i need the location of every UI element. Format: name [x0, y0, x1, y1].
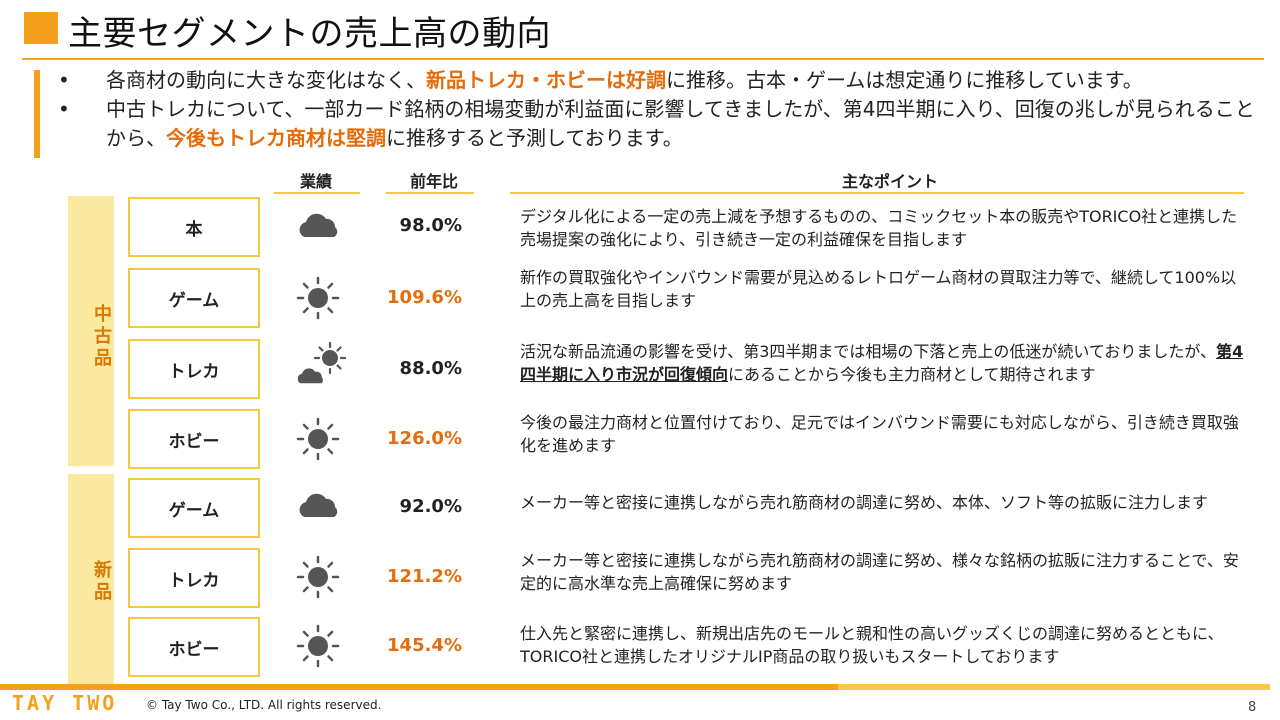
group-new-label: 新品 [91, 560, 112, 604]
bullet-text: 各商材の動向に大きな変化はなく、 [106, 68, 426, 92]
point-text-part: 活況な新品流通の影響を受け、第3四半期までは相場の下落と売上の低迷が続いておりま… [520, 342, 1217, 361]
yoy-value: 88.0% [399, 358, 462, 379]
bullet-item-2: • 中古トレカについて、一部カード銘柄の相場変動が利益面に影響してきましたが、第… [54, 95, 1264, 153]
point-text: デジタル化による一定の売上減を予想するものの、コミックセット本の販売やTORIC… [520, 207, 1238, 249]
company-logo: TAY TWO [12, 691, 118, 715]
header-performance-underline [274, 192, 360, 194]
yoy-value: 126.0% [387, 428, 462, 449]
category-book: 本 [128, 197, 260, 257]
group-new: 新品 [68, 474, 114, 684]
point-text: 仕入先と緊密に連携し、新規出店先のモールと親和性の高いグッズくじの調達に努めると… [520, 624, 1224, 666]
point-text: メーカー等と密接に連携しながら売れ筋商材の調達に努め、様々な銘柄の拡販に注力する… [520, 551, 1239, 593]
category-new-tcg: トレカ [128, 548, 260, 608]
cloud-icon [294, 203, 342, 251]
category-used-game: ゲーム [128, 268, 260, 328]
header-points-underline [510, 192, 1244, 194]
category-used-hobby: ホビー [128, 409, 260, 469]
yoy-value: 109.6% [387, 287, 462, 308]
point-emphasis: 第4四半期に入り市況が回復傾向 [520, 342, 1244, 384]
bullet-marker: • [58, 97, 70, 121]
category-used-tcg: トレカ [128, 339, 260, 399]
summary-bullets: • 各商材の動向に大きな変化はなく、新品トレカ・ホビーは好調に推移。古本・ゲーム… [54, 66, 1264, 153]
yoy-value: 98.0% [399, 215, 462, 236]
page-title: 主要セグメントの売上高の動向 [68, 14, 551, 54]
sun-icon [294, 553, 342, 601]
bullet-marker: • [58, 68, 70, 92]
point-text-part: にあることから今後も主力商材として期待されます [728, 365, 1096, 384]
title-accent-square [24, 12, 58, 44]
page-number: 8 [1248, 700, 1257, 715]
footer-bar [0, 684, 1270, 690]
bullet-highlight: 新品トレカ・ホビーは好調 [426, 68, 666, 92]
header-points: 主なポイント [842, 172, 939, 191]
bullet-accent-bar [34, 70, 40, 158]
group-used-label: 中古品 [91, 304, 112, 370]
yoy-value: 145.4% [387, 635, 462, 656]
bullet-text: に推移。古本・ゲームは想定通りに推移しています。 [666, 68, 1143, 92]
category-new-game: ゲーム [128, 478, 260, 538]
point-text: 活況な新品流通の影響を受け、第3四半期までは相場の下落と売上の低迷が続いておりま… [520, 340, 1250, 386]
bullet-text: に推移すると予測しております。 [386, 126, 683, 150]
sun-icon [294, 415, 342, 463]
header-yoy-underline [386, 192, 474, 194]
title-divider [22, 58, 1264, 60]
point-text: 今後の最注力商材と位置付けており、足元ではインバウンド需要にも対応しながら、引き… [520, 413, 1239, 455]
yoy-value: 92.0% [399, 496, 462, 517]
category-new-hobby: ホビー [128, 617, 260, 677]
sun-icon [294, 274, 342, 322]
sun-behind-cloud-icon [294, 341, 347, 390]
sun-icon [294, 622, 342, 670]
point-text: メーカー等と密接に連携しながら売れ筋商材の調達に努め、本体、ソフト等の拡販に注力… [520, 493, 1209, 512]
yoy-value: 121.2% [387, 566, 462, 587]
bullet-item-1: • 各商材の動向に大きな変化はなく、新品トレカ・ホビーは好調に推移。古本・ゲーム… [54, 66, 1264, 95]
group-used: 中古品 [68, 196, 114, 466]
bullet-highlight: 今後もトレカ商材は堅調 [166, 126, 386, 150]
cloud-icon [294, 483, 342, 531]
bullet-text: 中古トレカについて、一部カード銘柄の相場変動が利益面に影響してきましたが、第4四… [106, 97, 1255, 150]
header-performance: 業績 [300, 172, 333, 191]
header-yoy: 前年比 [410, 172, 459, 191]
point-text: 新作の買取強化やインバウンド需要が見込めるレトロゲーム商材の買取注力等で、継続し… [520, 268, 1237, 310]
copyright: © Tay Two Co., LTD. All rights reserved. [146, 698, 382, 712]
